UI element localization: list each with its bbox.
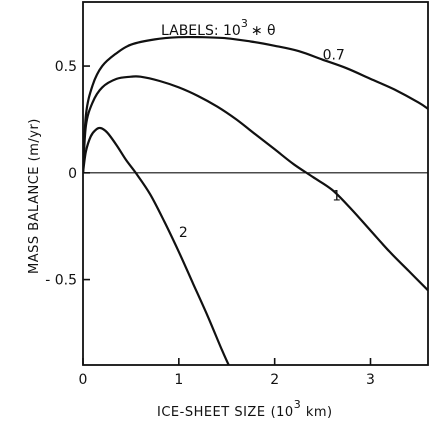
y-tick-label: 0.5 (55, 59, 77, 75)
y-tick-label: - 0.5 (45, 273, 77, 289)
series-label-theta-2: 2 (179, 225, 188, 241)
series-label-theta-0.7: 0.7 (323, 48, 345, 64)
series-curves (83, 35, 428, 365)
x-tick-label: 0 (79, 372, 88, 388)
labels-annotation: LABELS: 103 ∗ θ (161, 17, 276, 39)
series-line-theta-1 (83, 75, 428, 292)
series-line-theta-0.7 (83, 35, 428, 173)
series-line-theta-2 (83, 126, 230, 365)
x-tick-label: 2 (270, 372, 279, 388)
x-tick-label: 3 (366, 372, 375, 388)
series-label-theta-1: 1 (332, 189, 341, 205)
plot-frame (82, 1, 429, 366)
x-tick-label: 1 (174, 372, 183, 388)
y-axis-title: MASS BALANCE (m/yr) (27, 118, 42, 274)
x-axis-ticks: 0 1 2 3 (79, 358, 375, 388)
x-axis-title: ICE-SHEET SIZE (103 km) (157, 398, 333, 420)
y-axis-ticks: 0.5 0 - 0.5 (45, 59, 90, 289)
series-labels: 0.7 1 2 (179, 48, 345, 241)
y-tick-label: 0 (68, 166, 77, 182)
